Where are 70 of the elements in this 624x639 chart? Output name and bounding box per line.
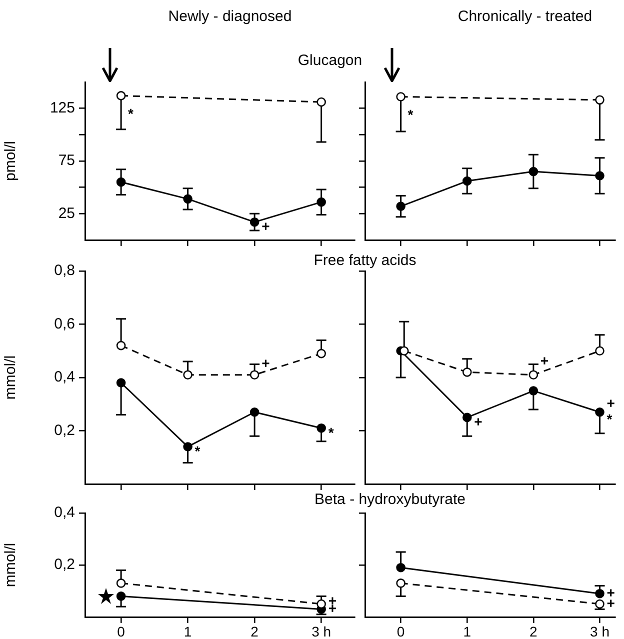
y-tick-label: 0,2	[54, 422, 75, 439]
point	[116, 592, 126, 601]
y-tick-label: 0,6	[54, 315, 75, 332]
point	[595, 588, 604, 598]
y-tick-label: 0,4	[54, 368, 75, 386]
chart-subtitle: Chronically - treated	[458, 8, 592, 25]
y-tick-label: 0,2	[54, 556, 75, 574]
point	[528, 166, 538, 176]
point	[316, 97, 326, 107]
point	[595, 95, 604, 105]
point	[396, 562, 406, 572]
y-tick-label: 0,8	[54, 262, 75, 280]
chart-title: Glucagon	[298, 52, 362, 69]
x-tick-label: 1	[184, 623, 192, 639]
annotation: +	[262, 355, 270, 372]
annotation: +	[262, 218, 270, 234]
point	[595, 346, 604, 356]
y-axis-title: pmol/l	[2, 140, 20, 182]
point	[183, 194, 192, 204]
point	[183, 370, 192, 380]
point	[316, 423, 326, 433]
point	[316, 599, 326, 609]
point	[396, 202, 406, 211]
point	[528, 386, 538, 396]
point	[595, 171, 604, 180]
y-tick-label: 0,4	[54, 504, 75, 522]
point	[250, 217, 260, 227]
x-tick-label: 0	[396, 623, 405, 639]
annotation: +	[606, 584, 615, 600]
point	[316, 197, 326, 207]
y-axis-title: mmol/l	[2, 355, 20, 400]
point	[396, 578, 406, 588]
point	[399, 346, 409, 356]
point	[116, 578, 126, 588]
annotation: *	[128, 106, 134, 122]
y-tick-label: 25	[58, 204, 75, 222]
x-tick-label: 2	[250, 623, 259, 639]
point	[462, 368, 472, 377]
point	[116, 340, 126, 350]
text: Beta - hydroxybutyrate	[314, 491, 466, 508]
annotation: *	[606, 410, 613, 427]
point	[116, 91, 126, 100]
point	[116, 378, 126, 388]
x-tick-label: 3 h	[590, 623, 610, 639]
point	[316, 348, 326, 358]
annotation: *	[408, 106, 414, 123]
point	[595, 599, 604, 609]
y-tick-label: 125	[50, 99, 75, 116]
point	[116, 177, 126, 187]
point	[462, 412, 472, 422]
x-tick-label: 1	[463, 623, 472, 639]
point	[528, 370, 538, 380]
annotation: +	[606, 394, 615, 411]
x-tick-label: 0	[117, 623, 126, 639]
x-tick-label: 3 h	[312, 623, 332, 639]
y-axis-title: mmol/l	[2, 542, 20, 588]
chart-title: Free fatty acids	[314, 252, 416, 269]
point	[250, 370, 260, 380]
chart-subtitle: Newly - diagnosed	[168, 8, 292, 25]
point	[396, 92, 406, 102]
x-tick-label: 2	[530, 623, 538, 639]
point	[595, 407, 604, 417]
annotation: +	[540, 352, 549, 368]
annotation: +	[474, 414, 482, 430]
point	[462, 176, 472, 186]
annotation: *	[194, 442, 201, 459]
y-tick-label: 75	[58, 152, 75, 170]
point	[183, 442, 192, 452]
point	[250, 407, 260, 417]
annotation: *	[328, 424, 334, 440]
